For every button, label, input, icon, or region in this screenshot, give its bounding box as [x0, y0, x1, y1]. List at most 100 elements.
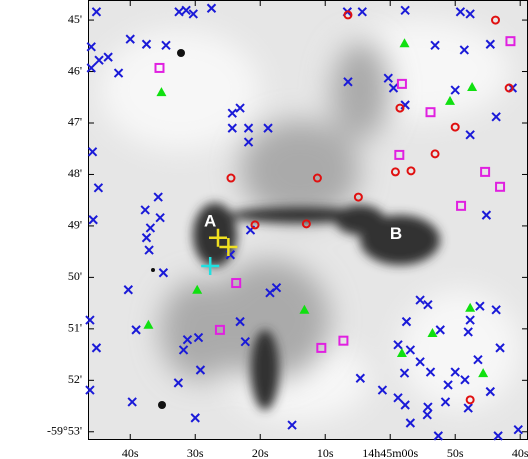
- x-tick-label: 40s: [512, 446, 528, 459]
- cross-marker: [475, 301, 485, 311]
- cross-marker: [491, 112, 501, 122]
- cross-marker: [206, 3, 217, 13]
- cross-marker: [460, 375, 470, 385]
- cross-marker: [235, 316, 245, 327]
- cross-marker: [158, 268, 169, 278]
- cross-marker: [377, 385, 388, 395]
- y-tick-label: 45': [68, 12, 82, 26]
- cross-marker: [181, 5, 191, 15]
- cross-marker: [188, 9, 198, 19]
- cross-marker: [493, 431, 503, 441]
- square-marker: [425, 107, 436, 118]
- cross-marker: [131, 325, 141, 335]
- cross-marker: [178, 345, 189, 355]
- circle-marker: [226, 173, 236, 183]
- cross-marker: [435, 325, 445, 335]
- cross-marker: [459, 45, 470, 55]
- cross-marker: [463, 327, 473, 337]
- circle-marker: [250, 220, 260, 230]
- cross-marker: [405, 418, 416, 428]
- square-marker: [316, 342, 327, 353]
- y-tick-label: 49': [68, 218, 82, 232]
- cross-marker: [125, 34, 135, 44]
- square-marker: [338, 335, 349, 346]
- cross-marker: [465, 9, 475, 19]
- circle-marker: [353, 192, 363, 202]
- annotation: B: [390, 224, 402, 243]
- cross-marker: [161, 40, 171, 50]
- circle-marker: [390, 167, 400, 177]
- square-marker: [480, 166, 491, 177]
- cross-marker: [287, 420, 297, 430]
- cross-marker: [423, 402, 433, 412]
- circle-marker: [312, 173, 322, 183]
- square-marker: [231, 278, 242, 289]
- y-tick-label: -59°53': [47, 424, 82, 438]
- x-tick-label: 14h45m00s: [362, 446, 418, 459]
- cross-marker: [399, 368, 410, 378]
- square-marker: [394, 149, 405, 160]
- cross-marker: [153, 192, 163, 202]
- y-tick-label: 52': [68, 372, 82, 386]
- cross-marker: [263, 123, 273, 133]
- plus-marker: [201, 257, 220, 276]
- cross-marker: [271, 282, 282, 293]
- cross-marker: [422, 410, 432, 420]
- cross-marker: [173, 378, 184, 388]
- triangle-marker: [478, 368, 489, 378]
- cross-marker: [140, 205, 150, 215]
- cross-marker: [473, 355, 483, 365]
- cross-marker: [127, 397, 137, 407]
- cross-marker: [423, 299, 433, 310]
- cross-marker: [430, 40, 440, 50]
- cross-marker: [440, 397, 451, 407]
- cross-marker: [86, 42, 96, 52]
- cross-marker: [455, 7, 466, 17]
- y-tick-label: 47': [68, 115, 82, 129]
- plus-marker: [208, 228, 227, 247]
- y-tick-label: 46': [68, 63, 82, 77]
- triangle-marker: [445, 95, 456, 105]
- cross-marker: [155, 212, 165, 223]
- cross-marker: [91, 343, 102, 353]
- cross-marker: [144, 245, 154, 255]
- cross-marker: [141, 39, 152, 49]
- cross-marker: [145, 223, 156, 233]
- cross-marker: [433, 431, 444, 441]
- cross-marker: [443, 380, 453, 390]
- cross-marker: [400, 5, 410, 15]
- cross-marker: [243, 123, 254, 133]
- square-marker: [396, 78, 407, 89]
- cross-marker: [357, 7, 367, 17]
- cross-marker: [240, 337, 250, 347]
- cross-marker: [94, 55, 104, 65]
- y-tick-label: 48': [68, 166, 82, 180]
- cross-marker: [450, 367, 460, 377]
- triangle-marker: [465, 302, 476, 312]
- cross-marker: [195, 365, 206, 375]
- triangle-marker: [396, 348, 407, 358]
- cross-marker: [193, 332, 204, 343]
- cross-marker: [88, 215, 98, 225]
- circle-marker: [406, 166, 416, 176]
- x-tick-label: 10s: [317, 446, 334, 459]
- square-marker: [456, 200, 467, 211]
- cross-marker: [343, 77, 353, 87]
- cross-marker: [113, 68, 124, 78]
- cross-marker: [235, 103, 245, 113]
- cross-marker: [513, 425, 523, 435]
- x-tick-label: 40s: [122, 446, 139, 459]
- x-tick-label: 50s: [447, 446, 464, 459]
- triangle-marker: [399, 38, 410, 48]
- cross-marker: [450, 85, 460, 95]
- cross-marker: [91, 7, 102, 17]
- cross-marker: [425, 367, 436, 377]
- cross-marker: [123, 285, 134, 295]
- circle-marker: [430, 149, 440, 159]
- cross-marker: [141, 233, 152, 243]
- cross-marker: [463, 403, 473, 413]
- circle-marker: [504, 83, 514, 93]
- cross-marker: [355, 373, 366, 383]
- x-tick-label: 30s: [187, 446, 204, 459]
- triangle-marker: [299, 304, 310, 314]
